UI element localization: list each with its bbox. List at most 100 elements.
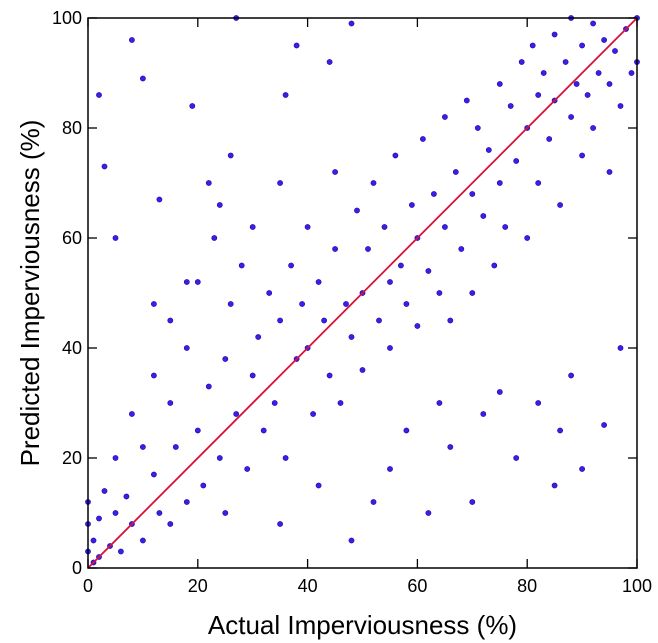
data-point [277, 521, 283, 527]
data-point [480, 213, 487, 219]
data-point [244, 466, 251, 472]
data-point [469, 290, 476, 296]
data-point [430, 191, 437, 197]
x-axis-title: Actual Imperviousness (%) [208, 610, 517, 640]
data-point [255, 334, 262, 340]
data-point [469, 191, 476, 197]
data-point [436, 400, 443, 406]
y-tick-label: 80 [62, 118, 82, 138]
data-point [227, 152, 234, 159]
data-point [150, 372, 157, 379]
data-point [535, 92, 542, 98]
data-point [612, 48, 618, 54]
data-point [617, 103, 624, 109]
data-point [96, 515, 102, 522]
x-tick-label: 80 [517, 576, 537, 596]
data-point [425, 268, 432, 274]
data-point [96, 92, 102, 98]
data-point [299, 301, 305, 307]
data-point [590, 20, 596, 27]
data-point [447, 444, 454, 450]
data-point [601, 422, 607, 428]
data-point [205, 180, 212, 186]
data-point [123, 493, 130, 500]
axis-ticks: 0 20 40 60 80 100 0 20 40 60 80 100 [52, 8, 652, 596]
data-point [211, 235, 218, 241]
data-point [425, 510, 432, 516]
data-point [348, 537, 355, 544]
data-point [118, 548, 124, 555]
data-point [524, 235, 531, 241]
data-point [128, 37, 135, 43]
x-tick-label: 60 [407, 576, 427, 596]
data-point [502, 224, 509, 230]
y-tick-label: 20 [62, 448, 82, 468]
data-point [205, 383, 212, 390]
data-point [156, 510, 163, 516]
data-point [392, 152, 399, 159]
data-point [101, 488, 108, 494]
data-point [200, 482, 207, 489]
data-point [310, 411, 316, 417]
data-point [194, 427, 201, 434]
data-point [139, 444, 146, 450]
data-point [315, 279, 322, 285]
data-point [183, 345, 190, 351]
data-point [606, 169, 613, 175]
data-point [238, 262, 245, 269]
data-point [216, 455, 223, 461]
data-point [112, 455, 119, 461]
data-point [282, 455, 289, 461]
data-point [579, 466, 585, 472]
data-point [535, 180, 542, 186]
data-point [568, 372, 574, 379]
data-point [128, 411, 135, 417]
data-point [376, 317, 382, 324]
data-point [496, 81, 503, 87]
data-point [617, 345, 624, 351]
data-point [112, 235, 119, 241]
data-point [579, 152, 585, 159]
data-point [139, 537, 146, 544]
data-point [568, 114, 574, 120]
plot-frame [87, 17, 638, 569]
data-point [249, 372, 256, 379]
data-point [304, 224, 311, 230]
data-point [271, 400, 278, 406]
data-point [321, 317, 327, 324]
data-point [216, 202, 223, 208]
x-tick-label: 40 [298, 576, 318, 596]
data-point [458, 246, 465, 252]
data-point [408, 202, 415, 208]
data-point [590, 125, 596, 131]
data-point [606, 81, 613, 87]
data-point [260, 427, 267, 434]
data-point [315, 482, 322, 489]
x-tick-label: 20 [188, 576, 208, 596]
data-point [518, 59, 525, 65]
data-point [403, 301, 410, 307]
data-point [381, 224, 388, 230]
data-point [557, 202, 563, 208]
data-points [85, 15, 640, 566]
data-point [150, 301, 157, 307]
data-point [397, 262, 404, 269]
data-point [419, 136, 426, 142]
data-point [337, 400, 344, 406]
data-point [562, 59, 569, 65]
data-point [332, 169, 338, 175]
data-point [277, 180, 283, 186]
data-point [293, 42, 300, 49]
data-point [546, 136, 553, 142]
data-point [485, 147, 492, 153]
data-point [403, 427, 410, 434]
x-tick-label: 0 [83, 576, 93, 596]
data-point [183, 279, 190, 285]
y-tick-label: 60 [62, 228, 82, 248]
data-point [172, 444, 179, 450]
data-point [579, 42, 585, 49]
data-point [354, 207, 360, 214]
data-point [167, 317, 174, 324]
data-point [156, 196, 163, 203]
